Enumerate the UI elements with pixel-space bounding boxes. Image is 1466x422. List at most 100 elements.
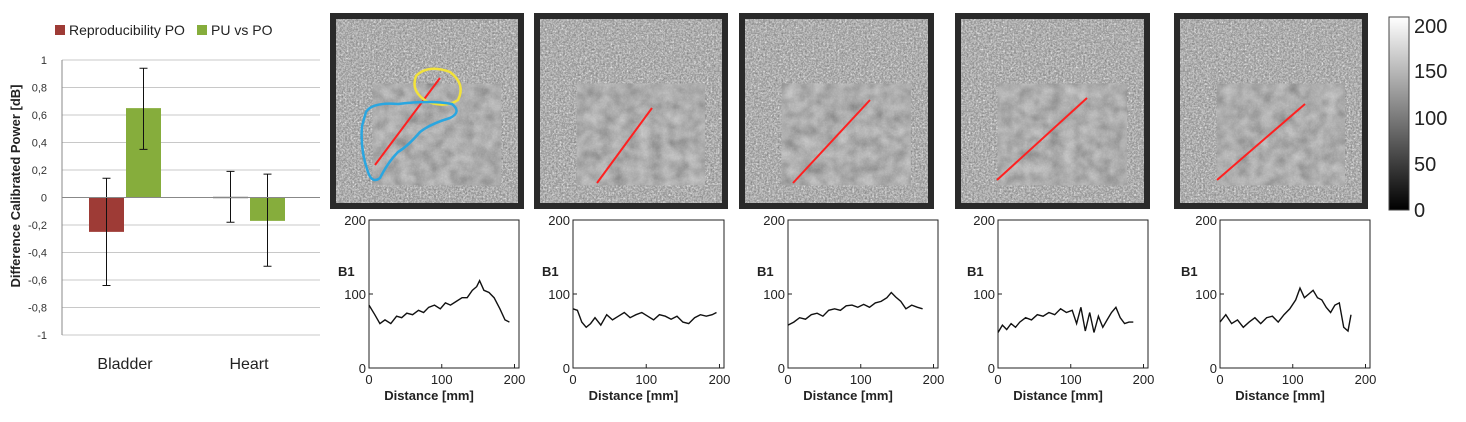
legend-label: PU vs PO	[211, 22, 273, 38]
plot-frame	[997, 219, 1149, 369]
y-axis-label: B1	[1181, 264, 1198, 279]
profile-series-line	[1219, 286, 1352, 333]
bar-y-tick-label: -1	[37, 330, 47, 342]
colorbar-tick-label: 200	[1414, 16, 1447, 38]
colorbar-tick-label: 0	[1414, 200, 1425, 222]
organ-region	[997, 83, 1127, 186]
profile-plot: 200 100 00 100 200 Distance [mm] B1	[757, 213, 944, 403]
x-axis-label: Distance [mm]	[1013, 388, 1103, 403]
colorbar: 200 150 100 50 0	[1388, 16, 1447, 222]
colorbar-tick-label: 100	[1414, 108, 1447, 130]
x-tick-label: 100	[1060, 372, 1082, 387]
bar-y-tick-label: 0,6	[32, 110, 47, 122]
bar-y-tick-label: 0,2	[32, 165, 47, 177]
bar-y-tick-label: -0,4	[28, 248, 47, 260]
organ-region	[372, 83, 501, 186]
y-axis-label: B1	[338, 264, 355, 279]
x-axis-label: Distance [mm]	[384, 388, 474, 403]
organ-region	[781, 83, 911, 186]
profile-line	[792, 99, 871, 184]
plot-frame	[1219, 219, 1371, 369]
bar-y-axis-label: Difference Calibrated Power [dB]	[8, 85, 23, 288]
profile-line	[374, 77, 441, 166]
bar-y-tick-label: -0,6	[28, 275, 47, 287]
x-tick-label: 100	[850, 372, 872, 387]
profile-line	[596, 107, 653, 184]
profile-series-line	[368, 279, 510, 325]
b1-map-panel	[1174, 13, 1368, 209]
bar-y-tick-label: -0,2	[28, 220, 47, 232]
x-tick-label: 200	[1133, 372, 1155, 387]
colorbar-gradient	[1388, 16, 1410, 211]
y-axis-label: B1	[967, 264, 984, 279]
b1-map-panel	[955, 13, 1150, 209]
profile-series-line	[572, 308, 717, 329]
profile-line	[1216, 103, 1306, 181]
profile-plot: 200 100 00 100 200 Distance [mm] B1	[542, 213, 730, 403]
plot-frame	[787, 219, 939, 369]
x-axis-label: Distance [mm]	[589, 388, 679, 403]
x-tick-label: 0	[365, 372, 372, 387]
y-tick-label: 200	[344, 213, 366, 228]
y-tick-label: 200	[1195, 213, 1217, 228]
profile-series-line	[997, 305, 1134, 333]
y-axis-label: B1	[757, 264, 774, 279]
y-tick-label: 100	[548, 287, 570, 302]
x-tick-label: 100	[1282, 372, 1304, 387]
blue-roi-contour	[360, 100, 458, 182]
y-tick-label: 100	[1195, 287, 1217, 302]
bar-y-tick-label: 0	[41, 193, 47, 205]
bar-legend: Reproducibility PO PU vs PO	[55, 22, 273, 38]
bar-category-label: Heart	[229, 356, 269, 373]
x-tick-label: 0	[1216, 372, 1223, 387]
y-tick-label: 100	[973, 287, 995, 302]
bar-y-tick-label: -0,8	[28, 303, 47, 315]
y-tick-label: 200	[548, 213, 570, 228]
colorbar-tick-label: 150	[1414, 61, 1447, 83]
x-tick-label: 200	[1355, 372, 1377, 387]
profile-series-line	[787, 291, 923, 326]
plot-frame	[572, 219, 725, 369]
bar-category-label: Bladder	[97, 356, 153, 373]
bar-y-tick-label: 0,8	[32, 83, 47, 95]
organ-region	[576, 83, 705, 186]
x-tick-label: 200	[923, 372, 945, 387]
y-tick-label: 200	[973, 213, 995, 228]
b1-map-panel	[330, 13, 524, 209]
x-tick-label: 100	[635, 372, 657, 387]
legend-swatch	[197, 25, 207, 35]
plot-frame	[368, 219, 520, 369]
y-tick-label: 0	[1210, 361, 1217, 376]
x-tick-label: 0	[569, 372, 576, 387]
bar-category-labels: Bladder Heart	[97, 356, 269, 373]
y-tick-label: 200	[763, 213, 785, 228]
profile-line	[996, 97, 1088, 181]
x-tick-label: 0	[994, 372, 1001, 387]
y-tick-label: 0	[359, 361, 366, 376]
legend-label: Reproducibility PO	[69, 22, 185, 38]
bar-y-tick-label: 0,4	[32, 138, 47, 150]
bar-marks	[62, 67, 320, 286]
y-tick-label: 0	[778, 361, 785, 376]
x-tick-label: 200	[709, 372, 731, 387]
bar-y-tick-labels: 1 0,8 0,6 0,4 0,2 0 -0,2 -0,4 -0,6 -0,8 -1	[28, 55, 47, 342]
y-tick-label: 0	[563, 361, 570, 376]
y-axis-label: B1	[542, 264, 559, 279]
bar-chart: Reproducibility PO PU vs PO 1 0,8 0,6 0,4 0,2…	[8, 22, 320, 373]
x-axis-label: Distance [mm]	[803, 388, 893, 403]
yellow-roi-contour	[413, 67, 462, 106]
y-tick-label: 0	[988, 361, 995, 376]
organ-region	[1216, 83, 1345, 186]
profile-plot: 200 100 00 100 200 Distance [mm] B1	[338, 213, 525, 403]
b1-map-panel	[739, 13, 934, 209]
b1-map-panel	[534, 13, 728, 209]
legend-swatch	[55, 25, 65, 35]
b1-map-images	[330, 13, 1368, 209]
x-tick-label: 100	[431, 372, 453, 387]
x-tick-label: 0	[784, 372, 791, 387]
profile-plot: 200 100 00 100 200 Distance [mm] B1	[967, 213, 1154, 403]
y-tick-label: 100	[344, 287, 366, 302]
colorbar-tick-labels: 200 150 100 50 0	[1414, 16, 1447, 222]
